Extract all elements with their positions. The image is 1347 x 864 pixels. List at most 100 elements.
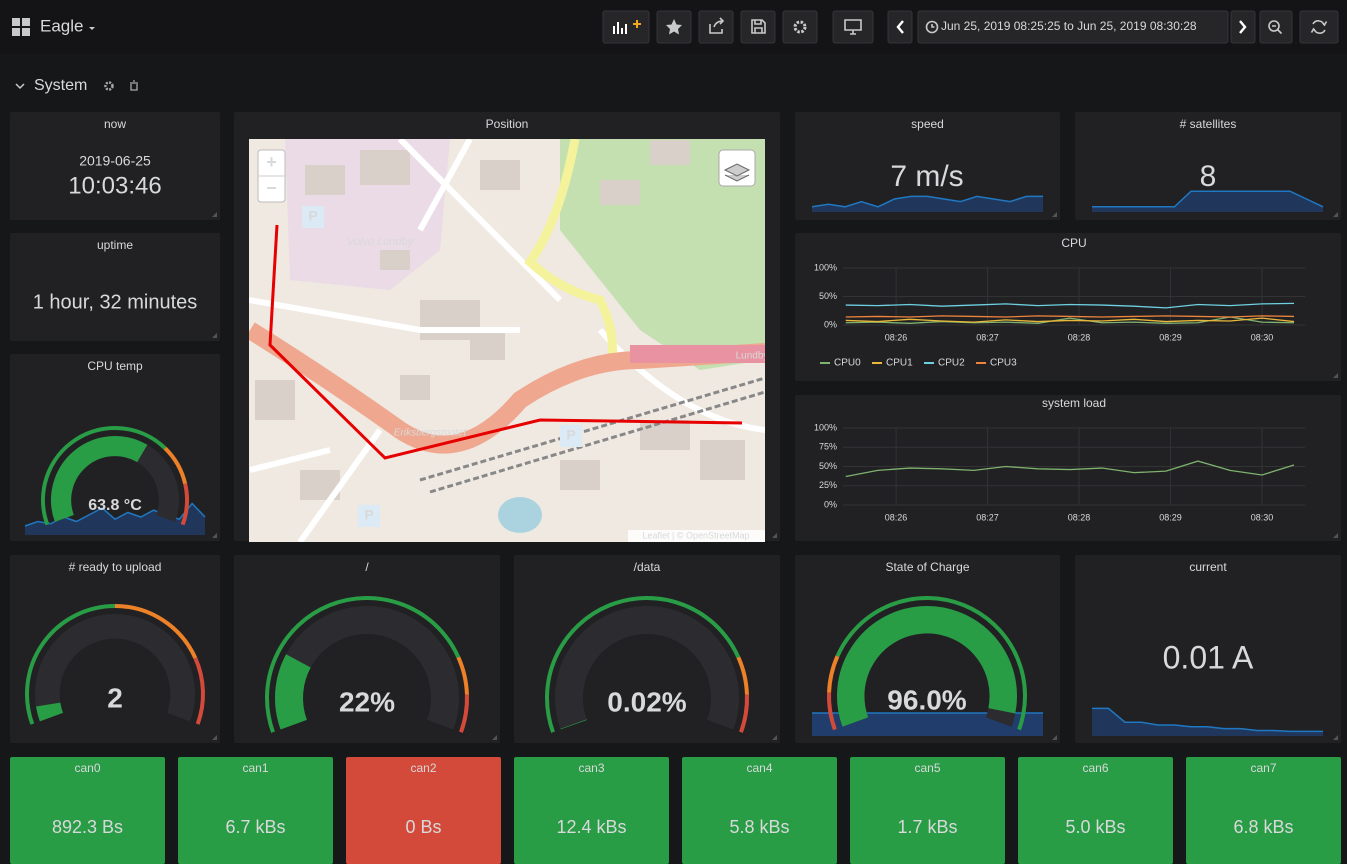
map-yellow-road <box>524 139 617 361</box>
gauge-threshold <box>25 604 116 725</box>
chevron-left <box>896 20 904 34</box>
x-tick-label: 08:26 <box>885 332 908 342</box>
can-value: 12.4 kBs <box>556 817 626 837</box>
panel-title: current <box>1189 560 1227 574</box>
resize-handle <box>492 735 497 740</box>
settings-button[interactable] <box>782 10 818 44</box>
share-button[interactable] <box>698 10 734 44</box>
gauge-value <box>51 436 148 522</box>
can-title: can4 <box>746 761 772 775</box>
gauge-threshold <box>827 692 837 731</box>
gauge-threshold <box>459 694 469 733</box>
star-icon <box>666 19 682 35</box>
sparkline-fill <box>1092 708 1323 736</box>
dashboard-title[interactable]: Eagle <box>40 16 83 35</box>
gauge-label: 96.0% <box>887 684 966 715</box>
map-water <box>498 497 542 533</box>
map-rail <box>419 376 765 494</box>
gauge-threshold <box>265 596 461 733</box>
resize-handle <box>1333 533 1338 538</box>
resize-handle <box>212 333 217 338</box>
map-highway-ramp <box>630 345 765 363</box>
row-delete[interactable] <box>130 80 138 91</box>
panel-title: now <box>104 117 126 131</box>
tv-mode-button[interactable] <box>832 10 874 44</box>
map[interactable]: + − P P P Volvo Lundby Eriksbergsmotet Lundby Le… <box>249 139 768 542</box>
attribution-bg <box>628 530 765 542</box>
sparkline <box>811 195 1043 208</box>
time-back-button[interactable] <box>887 10 913 44</box>
panel-title: CPU <box>1061 236 1086 250</box>
map-attribution: Leaflet | © OpenStreetMap <box>642 530 749 540</box>
resize-handle <box>1052 212 1057 217</box>
x-tick-label: 08:29 <box>1159 512 1182 522</box>
can-tile <box>346 757 501 864</box>
can-tile <box>850 757 1005 864</box>
x-tick-label: 08:27 <box>976 332 999 342</box>
can-title: can6 <box>1082 761 1108 775</box>
panel <box>1075 555 1341 743</box>
route <box>268 224 743 460</box>
gauge-threshold <box>739 694 749 733</box>
panel <box>10 112 220 220</box>
series-line <box>845 317 1295 323</box>
panel-title: # ready to upload <box>69 560 162 574</box>
map-place: Eriksbergsmotet <box>394 428 467 439</box>
gauge-threshold <box>180 483 189 526</box>
time-value: 10:03:46 <box>68 172 161 199</box>
series-line <box>845 302 1295 309</box>
date-value: 2019-06-25 <box>79 153 151 169</box>
row-title[interactable]: System <box>34 77 87 94</box>
legend-label: CPU3 <box>990 358 1017 369</box>
stat-value: 0.01 A <box>1163 639 1254 675</box>
panel-title: # satellites <box>1180 117 1237 131</box>
refresh-icon <box>1310 20 1328 34</box>
parking-label: P <box>308 208 317 224</box>
row-collapse[interactable] <box>15 83 25 90</box>
resize-handle <box>772 533 777 538</box>
y-tick-label: 0% <box>824 319 837 329</box>
time-forward-button[interactable] <box>1230 10 1256 44</box>
resize-handle <box>212 533 217 538</box>
gear-icon <box>793 20 807 34</box>
x-tick-label: 08:28 <box>1068 332 1091 342</box>
parking-label: P <box>566 427 575 443</box>
can-value: 5.0 kBs <box>1065 817 1125 837</box>
row-settings[interactable] <box>104 81 114 91</box>
refresh-button[interactable] <box>1299 10 1339 44</box>
can-title: can1 <box>242 761 268 775</box>
gauge-value <box>275 654 311 730</box>
can-tile <box>1018 757 1173 864</box>
clock-hands <box>931 24 935 28</box>
legend-label: CPU0 <box>834 358 861 369</box>
legend-label: CPU2 <box>938 358 965 369</box>
time-picker[interactable] <box>917 10 1229 44</box>
y-tick-label: 50% <box>819 291 837 301</box>
chevron-right <box>1239 20 1247 34</box>
x-tick-label: 08:26 <box>885 512 908 522</box>
panel <box>795 112 1060 220</box>
map-layers-button[interactable] <box>718 149 756 187</box>
panel-title: /data <box>634 560 661 574</box>
save-button[interactable] <box>740 10 776 44</box>
gauge-value <box>837 606 1017 727</box>
panel <box>10 233 220 341</box>
zoom-out-button[interactable] <box>1259 10 1293 44</box>
sparkline-fill <box>812 196 1043 212</box>
time-range[interactable]: Jun 25, 2019 08:25:25 to Jun 25, 2019 08… <box>941 19 1197 33</box>
clock-icon <box>925 20 939 34</box>
panel-title: Position <box>486 117 529 131</box>
x-tick-label: 08:29 <box>1159 332 1182 342</box>
gauge-threshold <box>114 604 198 660</box>
can-tile <box>178 757 333 864</box>
gauge-threshold <box>193 657 205 725</box>
can-value: 6.7 kBs <box>225 817 285 837</box>
can-value: 1.7 kBs <box>897 817 957 837</box>
plus-icon <box>633 20 641 28</box>
parking-label: P <box>364 507 373 523</box>
map-place: Lundby <box>736 351 769 362</box>
y-tick-label: 25% <box>819 480 837 490</box>
panel-title: / <box>365 560 369 574</box>
resize-handle <box>212 212 217 217</box>
